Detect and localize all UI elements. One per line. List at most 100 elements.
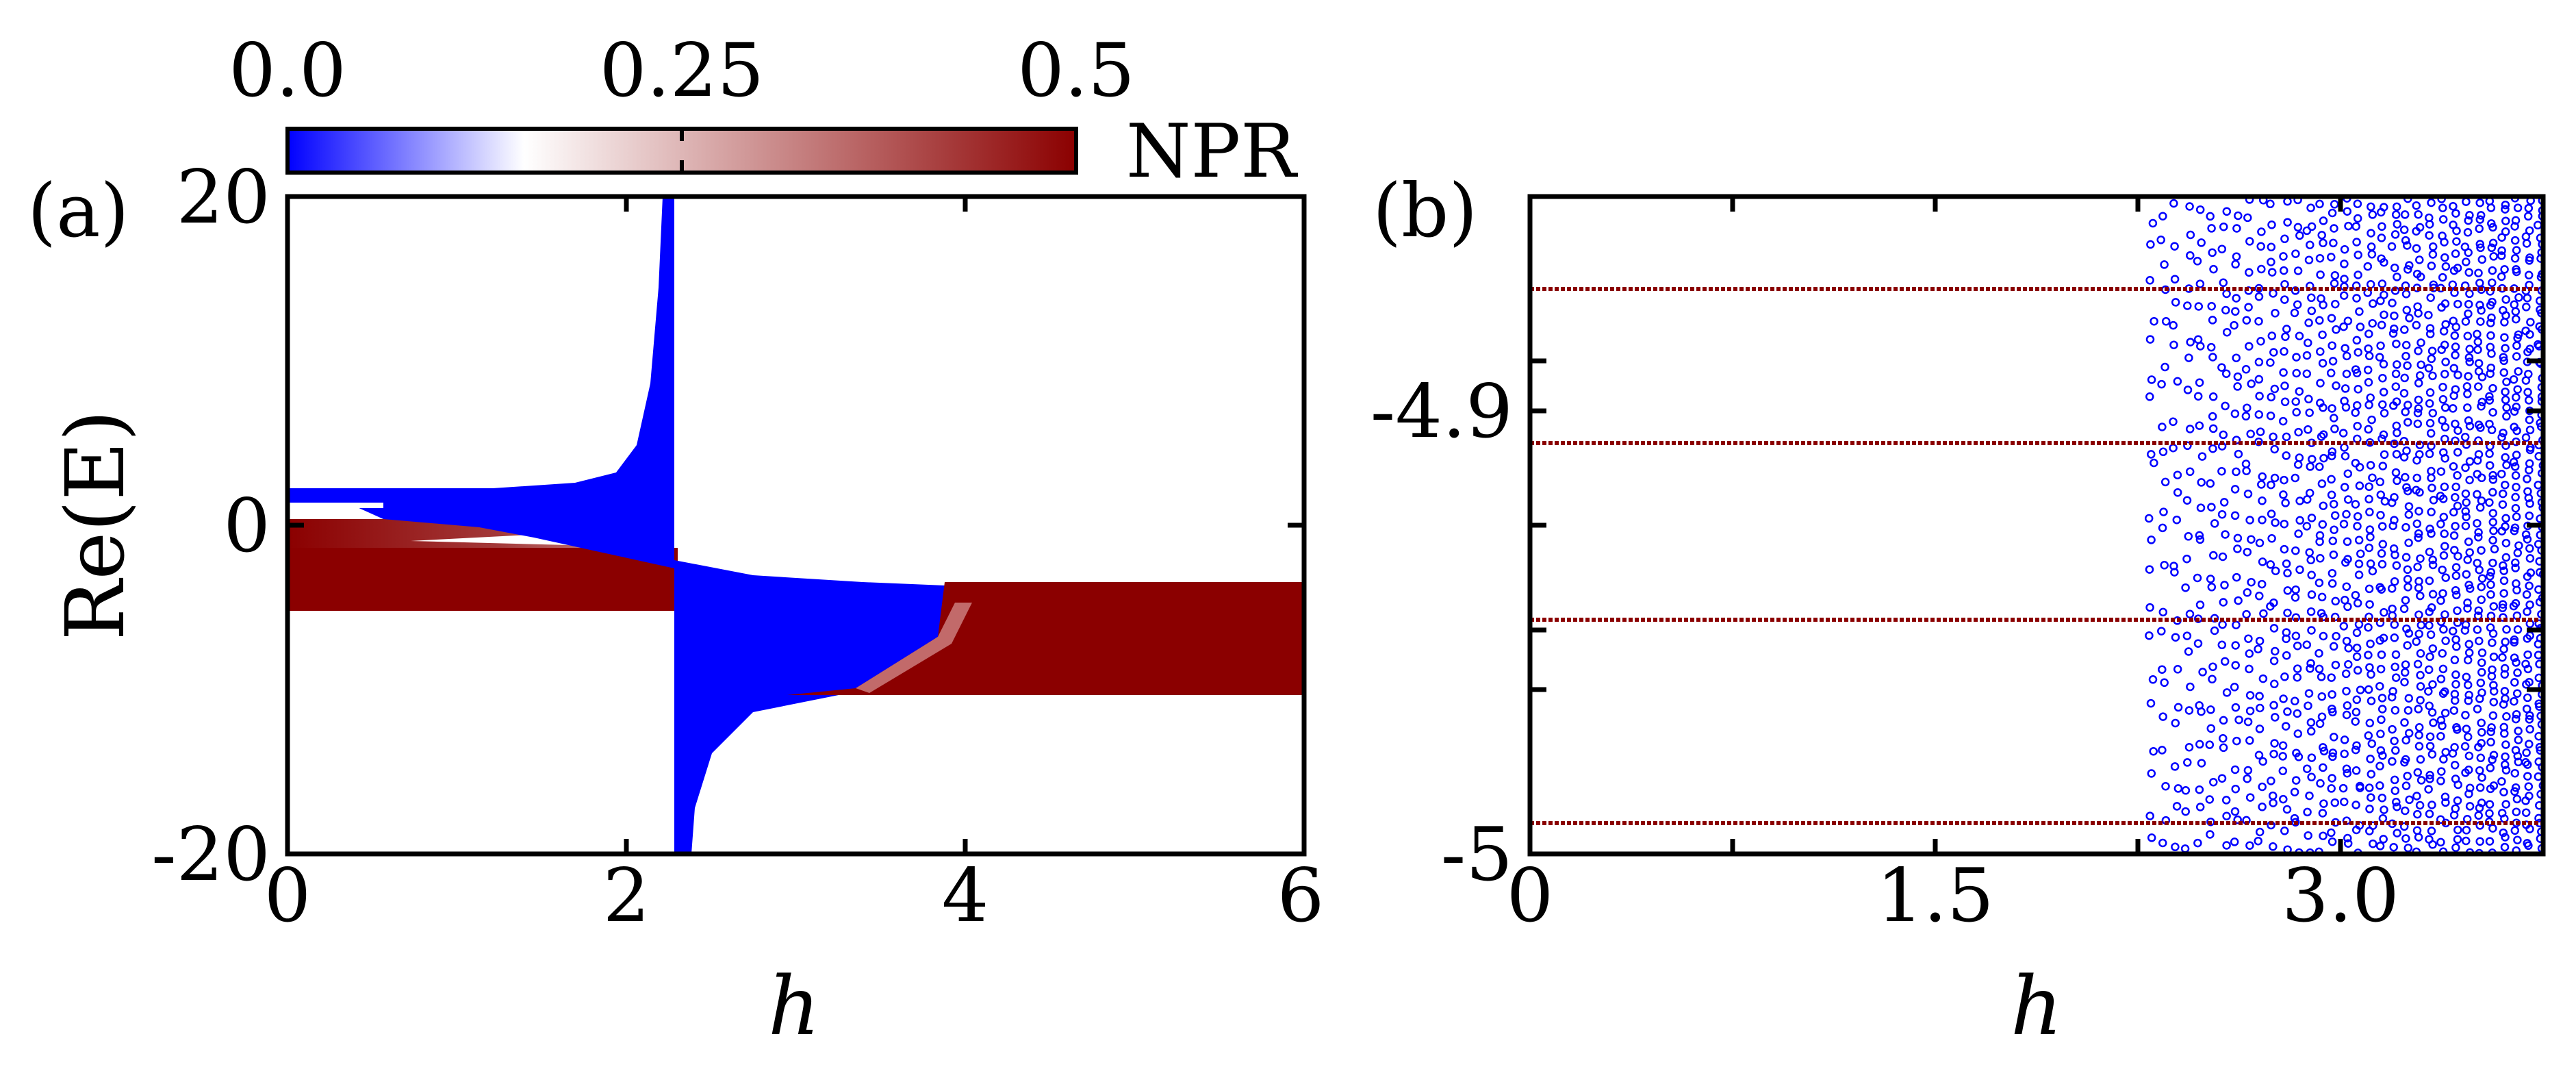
extended-point [2474, 382, 2483, 391]
extended-point [2279, 252, 2288, 261]
panel-b-localized-levels [1530, 287, 2543, 825]
extended-point [2255, 636, 2265, 646]
extended-point [2391, 673, 2401, 682]
extended-point [2327, 673, 2336, 682]
extended-region-lower [674, 560, 958, 854]
extended-point [2271, 566, 2280, 575]
extended-point [2377, 705, 2387, 714]
extended-point [2327, 490, 2336, 500]
extended-point [2380, 608, 2388, 617]
extended-point [2399, 225, 2409, 234]
extended-point [2169, 199, 2178, 208]
extended-point [2233, 815, 2242, 824]
extended-point [2364, 494, 2373, 504]
localized-band-right-fade [856, 603, 972, 693]
extended-point [2440, 610, 2449, 619]
extended-point [2183, 301, 2192, 310]
extended-point [2440, 423, 2450, 432]
extended-point [2356, 781, 2364, 791]
extended-point [2315, 199, 2324, 209]
extended-point [2206, 479, 2215, 488]
extended-point [2365, 438, 2375, 447]
extended-point [2327, 314, 2336, 323]
extended-point [2401, 351, 2410, 361]
extended-point [2170, 762, 2180, 771]
extended-point [2391, 650, 2401, 659]
extended-point [2219, 734, 2228, 743]
extended-point [2379, 835, 2388, 844]
extended-point [2427, 750, 2437, 759]
extended-point [2463, 732, 2473, 742]
extended-point [2195, 785, 2204, 794]
extended-point [2267, 242, 2276, 252]
extended-point [2475, 636, 2484, 646]
extended-point [2184, 706, 2194, 715]
extended-point [2462, 570, 2471, 579]
extended-point [2388, 724, 2397, 734]
extended-point [2158, 447, 2168, 457]
extended-point [2269, 598, 2278, 607]
extended-point [2195, 205, 2205, 214]
extended-point [2401, 735, 2410, 745]
extended-point [2280, 234, 2289, 244]
extended-point [2291, 696, 2299, 706]
extended-point [2353, 214, 2362, 223]
extended-point [2267, 331, 2277, 340]
extended-point [2477, 574, 2487, 583]
extended-point [2254, 316, 2263, 326]
extended-point [2511, 746, 2521, 755]
extended-point [2488, 297, 2497, 307]
extended-point [2450, 761, 2460, 770]
extended-point [2328, 579, 2337, 588]
extended-point [2525, 600, 2534, 609]
extended-point [2439, 512, 2449, 522]
extended-point [2486, 568, 2496, 577]
extended-point [2465, 211, 2474, 220]
extended-point [2486, 442, 2495, 451]
extended-point [2514, 735, 2523, 744]
extended-point [2425, 231, 2434, 240]
extended-point [2525, 715, 2534, 724]
extended-point [2425, 774, 2434, 783]
extended-point [2399, 822, 2409, 831]
extended-point [2513, 385, 2522, 394]
extended-point [2535, 568, 2543, 577]
extended-point [2416, 776, 2426, 785]
extended-point [2450, 546, 2459, 555]
extended-point [2364, 622, 2373, 632]
extended-point [2403, 565, 2412, 575]
extended-point [2488, 470, 2497, 480]
extended-point [2451, 419, 2460, 429]
extended-point [2233, 382, 2242, 391]
extended-point [2414, 742, 2424, 751]
extended-point [2512, 403, 2521, 412]
extended-point [2340, 483, 2349, 492]
extended-point [2425, 449, 2434, 459]
extended-point [2380, 805, 2388, 814]
extended-point [2254, 836, 2262, 846]
panel-a-data [288, 197, 1304, 854]
extended-point [2295, 231, 2304, 240]
extended-point [2343, 316, 2353, 325]
extended-point [2425, 418, 2435, 428]
extended-point [2414, 629, 2423, 638]
extended-point [2193, 335, 2203, 344]
extended-point [2280, 397, 2290, 407]
extended-point [2436, 492, 2445, 501]
extended-point [2512, 794, 2522, 804]
extended-point [2521, 659, 2530, 668]
extended-point [2438, 589, 2447, 598]
extended-point [2400, 668, 2410, 677]
extended-point [2306, 607, 2316, 616]
extended-point [2351, 745, 2360, 755]
extended-point [2436, 837, 2445, 847]
extended-point [2501, 522, 2510, 531]
extended-point [2183, 441, 2192, 451]
extended-point [2523, 650, 2532, 659]
extended-point [2232, 467, 2241, 477]
extended-point [2501, 514, 2510, 523]
extended-point [2486, 738, 2495, 747]
extended-point [2501, 395, 2510, 405]
extended-point [2193, 573, 2202, 583]
extended-point [2379, 430, 2388, 440]
